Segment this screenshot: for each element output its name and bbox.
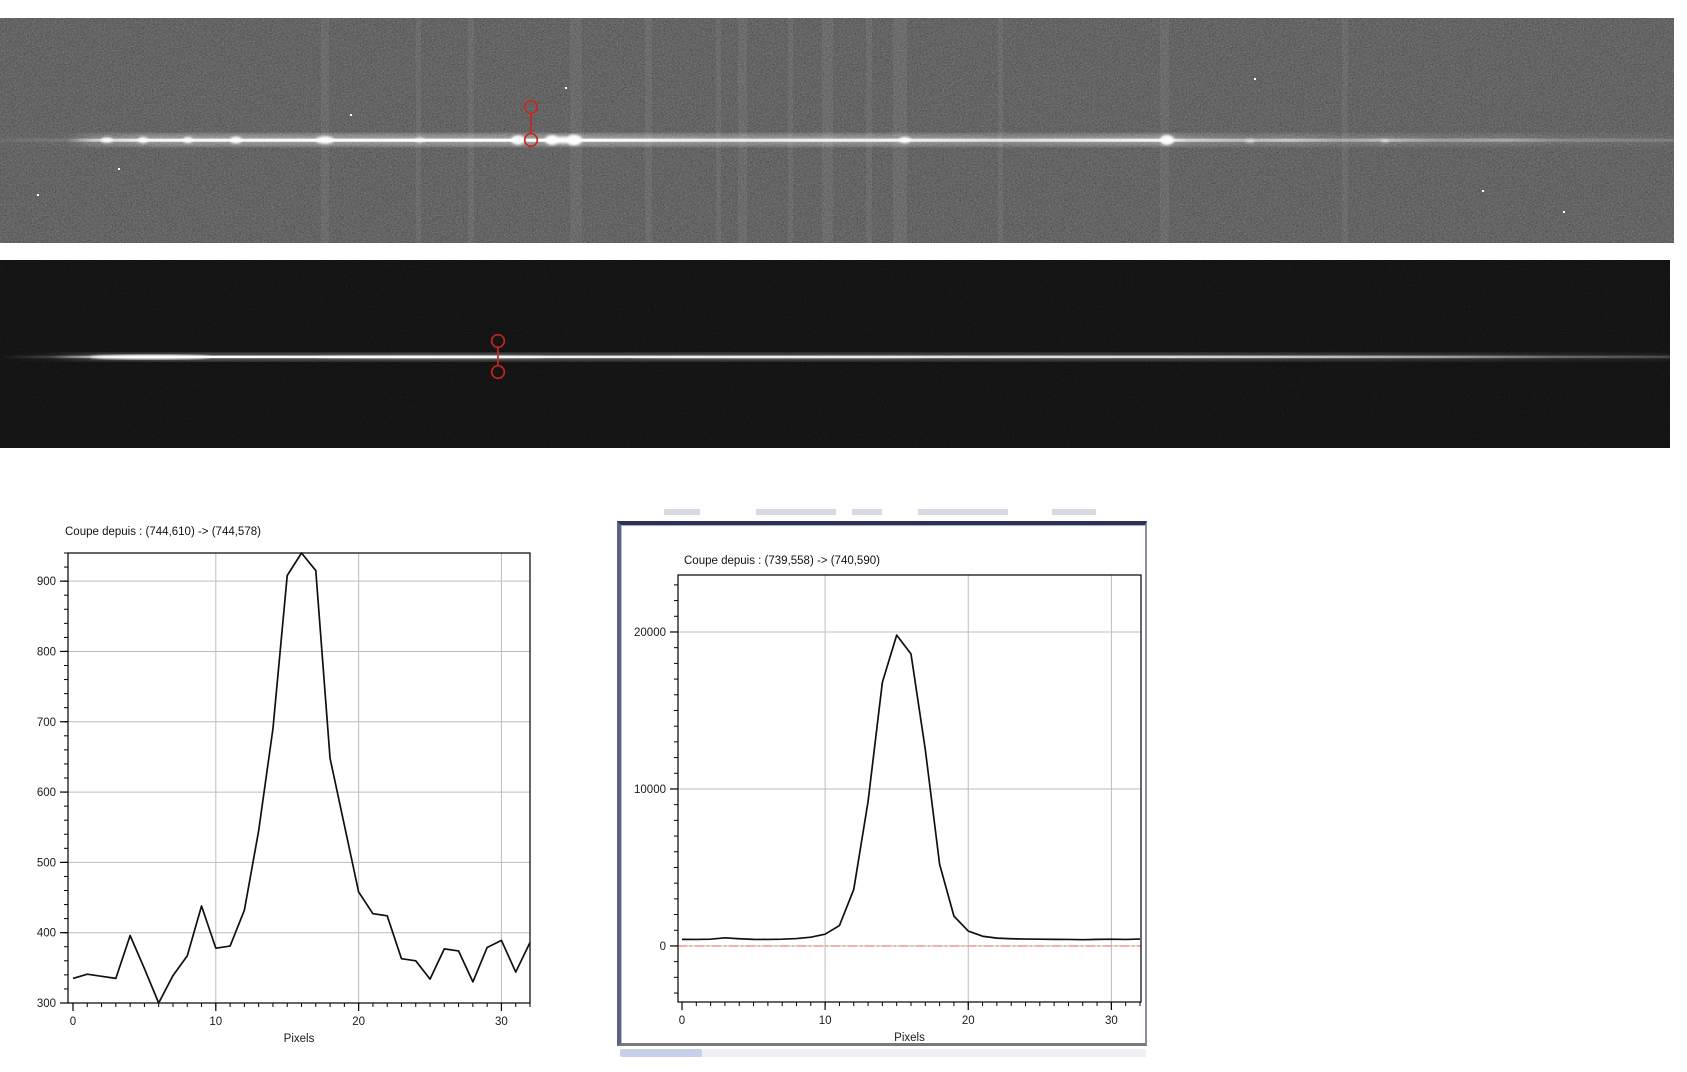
x-tick-label: 10 bbox=[819, 1015, 832, 1027]
y-tick-label: 900 bbox=[37, 576, 56, 588]
right-profile-chart[interactable]: 0 10000 20000 0 10 20 30 Pixels bbox=[620, 545, 1144, 1043]
right-chart-title: Coupe depuis : (739,558) -> (740,590) bbox=[684, 555, 880, 567]
x-tick-label: 0 bbox=[679, 1015, 685, 1027]
x-tick-label: 10 bbox=[209, 1016, 222, 1028]
noise-texture bbox=[0, 18, 1674, 243]
background-window-fragment bbox=[1052, 509, 1096, 515]
emission-blobs bbox=[101, 134, 1389, 146]
y-tick-label: 600 bbox=[37, 787, 56, 799]
profile-chart-window: Coupe depuis : (739,558) -> (740,590) bbox=[617, 521, 1147, 1046]
y-tick-label: 300 bbox=[37, 998, 56, 1010]
processed-spectrum-image[interactable] bbox=[0, 260, 1670, 448]
profile-line bbox=[72, 552, 531, 1004]
raw-spectrum-image[interactable] bbox=[0, 18, 1674, 243]
cut-marker-bottom-handle[interactable] bbox=[490, 364, 506, 380]
x-tick-label: 20 bbox=[352, 1016, 365, 1028]
background-taskbar-fragment bbox=[702, 1049, 1146, 1057]
profile-line bbox=[681, 634, 1141, 941]
processed-spectrum-canvas[interactable] bbox=[0, 260, 1670, 448]
vertical-band-artifacts bbox=[321, 18, 1348, 243]
spectrum-trace bbox=[0, 138, 1674, 142]
hot-pixels bbox=[37, 78, 1565, 213]
plot-border bbox=[677, 574, 1142, 1003]
x-tick-label: 30 bbox=[495, 1016, 508, 1028]
y-tick-label: 10000 bbox=[634, 784, 666, 796]
background-window-fragment bbox=[852, 509, 882, 515]
cut-marker-top-handle[interactable] bbox=[523, 99, 539, 115]
plot-border bbox=[67, 552, 531, 1004]
background-window-fragment bbox=[918, 509, 1008, 515]
left-chart-title: Coupe depuis : (744,610) -> (744,578) bbox=[65, 526, 261, 538]
cut-marker-top-handle[interactable] bbox=[490, 333, 506, 349]
background-window-fragment bbox=[664, 509, 700, 515]
y-tick-label: 20000 bbox=[634, 627, 666, 639]
window-inner-border bbox=[621, 525, 1145, 1043]
x-tick-label: 0 bbox=[70, 1016, 76, 1028]
y-tick-label: 500 bbox=[37, 857, 56, 869]
background-window-fragment bbox=[756, 509, 836, 515]
x-axis-label: Pixels bbox=[894, 1032, 925, 1043]
background-taskbar-fragment bbox=[620, 1049, 702, 1057]
y-tick-label: 0 bbox=[660, 941, 666, 953]
x-tick-label: 30 bbox=[1105, 1015, 1118, 1027]
y-tick-label: 800 bbox=[37, 646, 56, 658]
raw-spectrum-canvas[interactable] bbox=[0, 18, 1674, 243]
y-tick-label: 700 bbox=[37, 717, 56, 729]
left-profile-chart[interactable]: 300 400 500 600 700 800 900 0 10 20 30 Pixels bbox=[0, 545, 580, 1072]
cut-marker[interactable] bbox=[490, 333, 506, 380]
x-axis-label: Pixels bbox=[284, 1033, 315, 1045]
cut-marker[interactable] bbox=[523, 99, 539, 148]
bright-segments bbox=[90, 354, 930, 360]
x-tick-label: 20 bbox=[962, 1015, 975, 1027]
y-tick-label: 400 bbox=[37, 928, 56, 940]
